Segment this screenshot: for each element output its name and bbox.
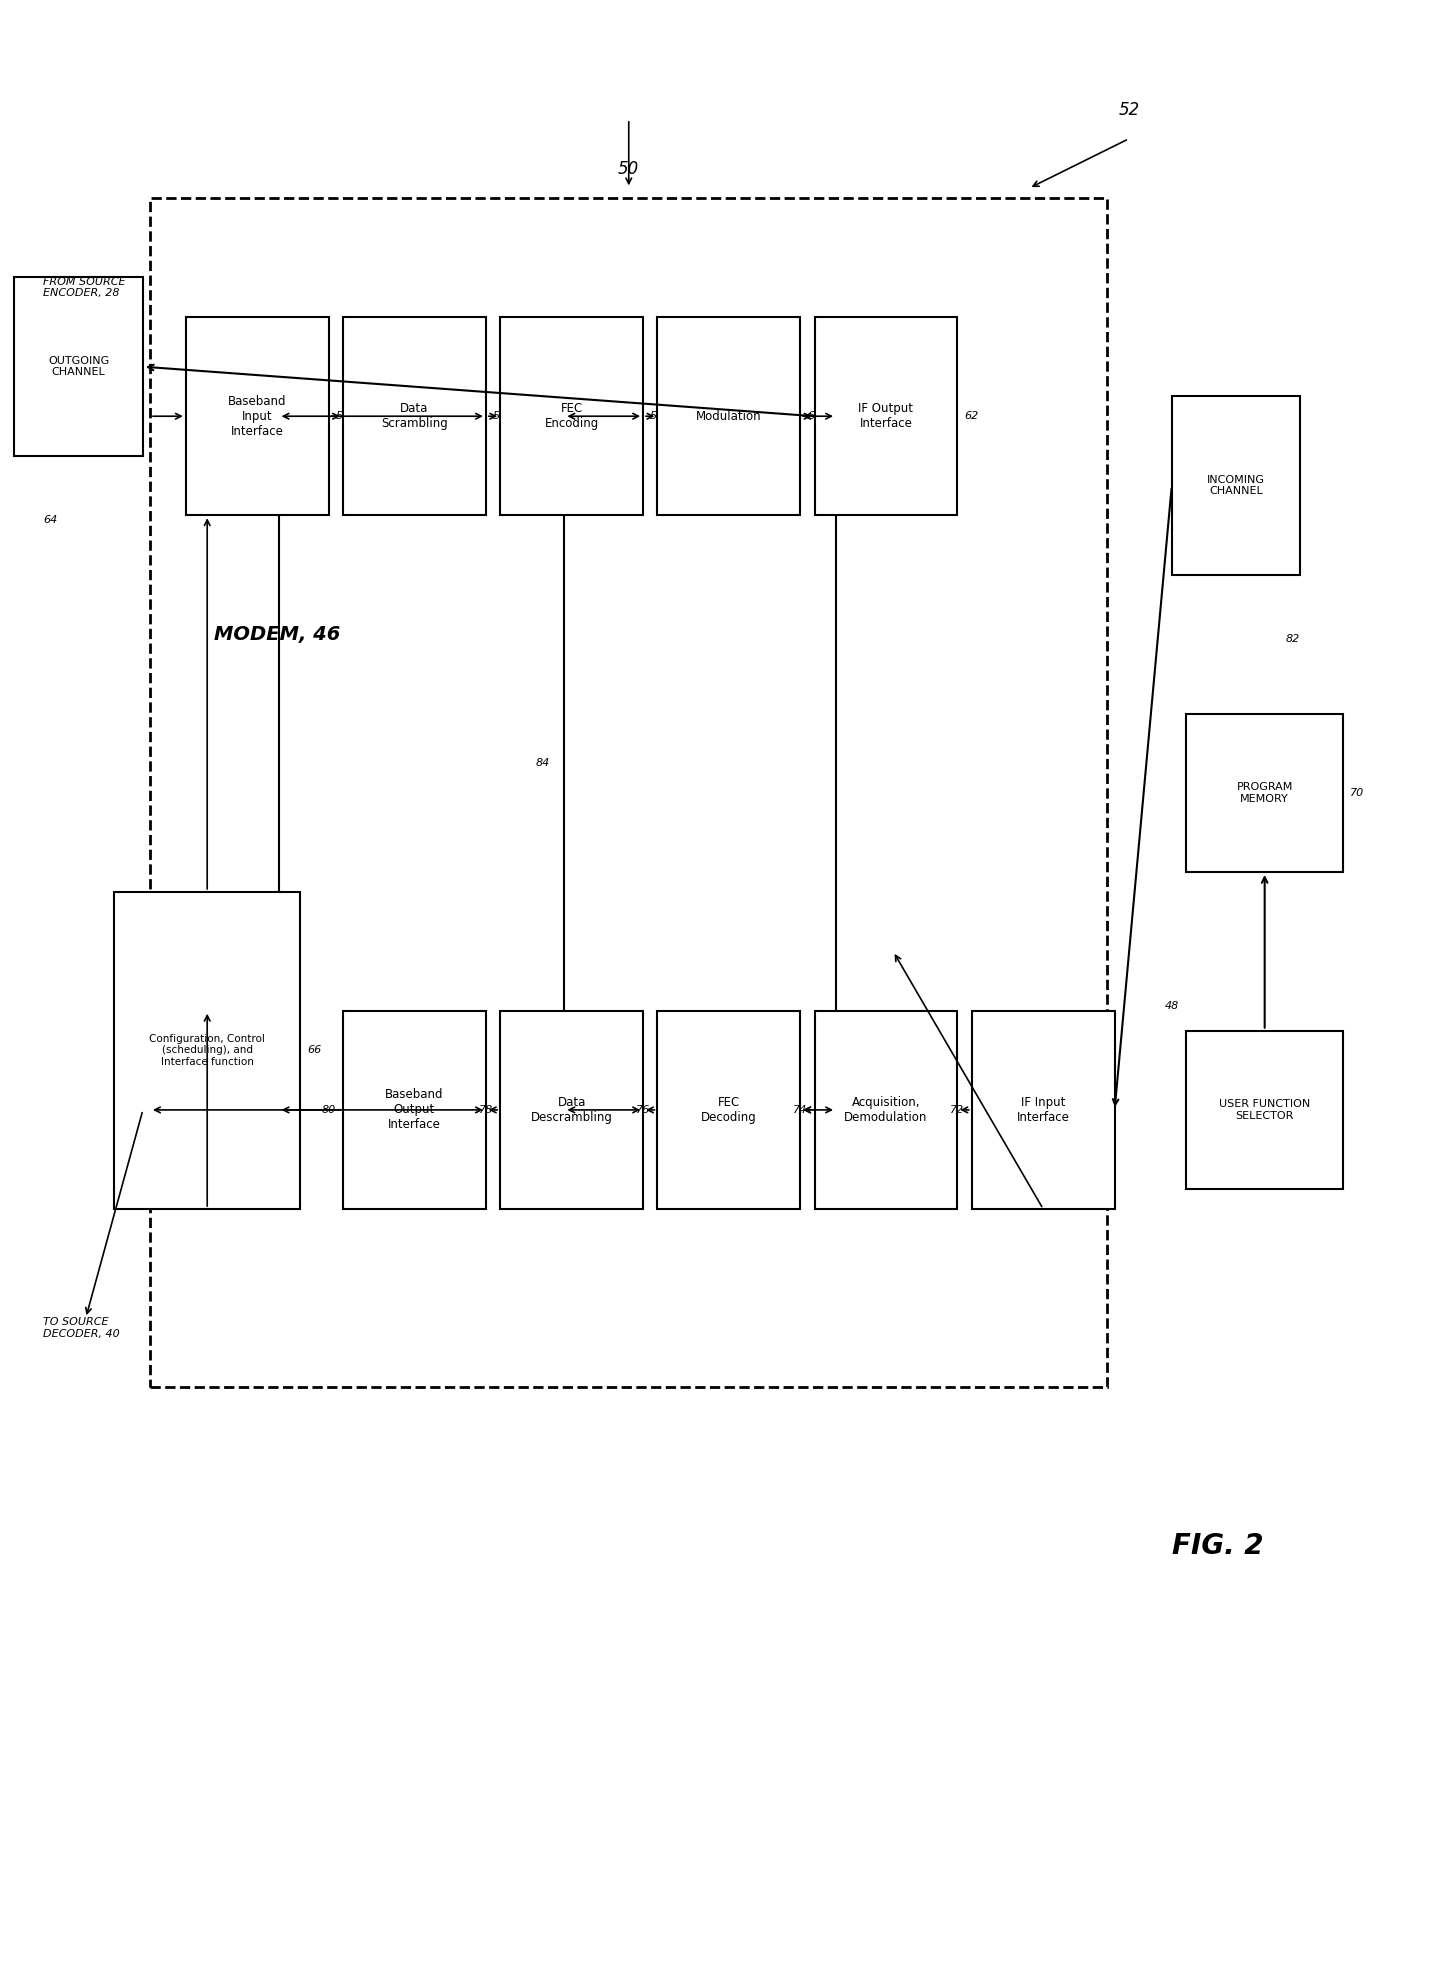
Text: INCOMING
CHANNEL: INCOMING CHANNEL [1208,476,1265,496]
Bar [1186,1031,1343,1189]
Text: 80: 80 [322,1104,336,1116]
Text: 58: 58 [650,410,664,422]
Bar [657,317,800,515]
Text: 84: 84 [536,757,550,769]
Bar [815,1011,957,1209]
Bar [500,1011,643,1209]
Bar [657,1011,800,1209]
Text: FROM SOURCE
ENCODER, 28: FROM SOURCE ENCODER, 28 [43,277,126,297]
Text: 74: 74 [793,1104,807,1116]
Text: 56: 56 [493,410,507,422]
Text: 76: 76 [636,1104,650,1116]
Text: 66: 66 [307,1045,322,1056]
Bar [1186,714,1343,872]
Bar [1172,396,1300,575]
Bar [500,317,643,515]
Text: 62: 62 [965,410,979,422]
Text: 50: 50 [619,161,639,178]
Bar [186,317,329,515]
Text: Modulation: Modulation [696,410,762,422]
Text: 78: 78 [479,1104,493,1116]
Text: 52: 52 [1119,101,1139,119]
Text: Configuration, Control
(scheduling), and
Interface function: Configuration, Control (scheduling), and… [149,1035,266,1066]
Text: TO SOURCE
DECODER, 40: TO SOURCE DECODER, 40 [43,1318,120,1338]
Text: USER FUNCTION
SELECTOR: USER FUNCTION SELECTOR [1219,1100,1310,1120]
Bar [14,277,143,456]
Text: 82: 82 [1286,634,1300,644]
Bar [150,198,1107,1387]
Text: FIG. 2: FIG. 2 [1172,1532,1263,1560]
Text: 54: 54 [336,410,350,422]
Text: Data
Scrambling: Data Scrambling [382,402,447,430]
Text: 48: 48 [1165,1001,1179,1011]
Text: Data
Descrambling: Data Descrambling [530,1096,613,1124]
Text: 64: 64 [43,515,57,525]
Text: 72: 72 [950,1104,965,1116]
Text: IF Input
Interface: IF Input Interface [1016,1096,1070,1124]
Text: Acquisition,
Demodulation: Acquisition, Demodulation [845,1096,927,1124]
Text: PROGRAM
MEMORY: PROGRAM MEMORY [1236,783,1293,803]
Bar [114,892,300,1209]
Text: FEC
Decoding: FEC Decoding [700,1096,757,1124]
Text: FEC
Encoding: FEC Encoding [544,402,599,430]
Bar [343,317,486,515]
Text: 60: 60 [807,410,822,422]
Bar [343,1011,486,1209]
Text: Baseband
Output
Interface: Baseband Output Interface [386,1088,443,1132]
Text: MODEM, 46: MODEM, 46 [214,624,340,644]
Text: OUTGOING
CHANNEL: OUTGOING CHANNEL [49,357,109,377]
Text: Baseband
Input
Interface: Baseband Input Interface [229,394,286,438]
Text: IF Output
Interface: IF Output Interface [859,402,913,430]
Bar [815,317,957,515]
Bar [972,1011,1115,1209]
Text: 70: 70 [1350,787,1365,799]
